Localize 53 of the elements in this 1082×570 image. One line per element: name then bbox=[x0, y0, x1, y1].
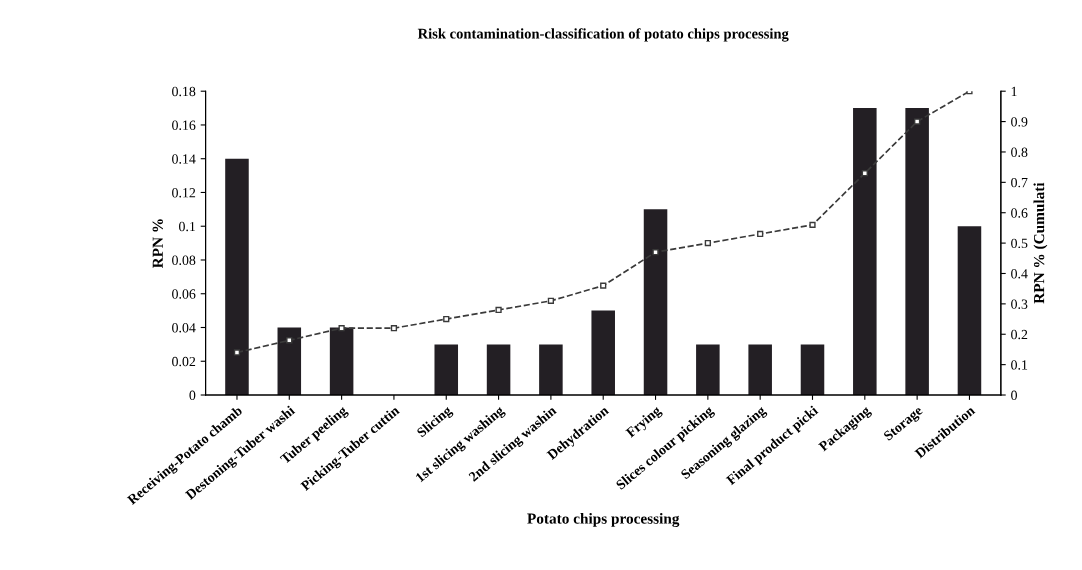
bar bbox=[486, 344, 511, 396]
y-tick-label: 0.18 bbox=[172, 86, 196, 97]
y2-tick-label: 0.8 bbox=[1011, 147, 1028, 157]
bar bbox=[277, 327, 302, 396]
y-tick-label: 0.12 bbox=[172, 188, 196, 198]
bar bbox=[853, 108, 877, 396]
y-tick-label: 0.14 bbox=[172, 154, 196, 164]
y2-axis-title: RPN % (Cumulati bbox=[1033, 182, 1048, 304]
bar bbox=[957, 226, 982, 396]
y-tick-label: 0.08 bbox=[172, 255, 196, 265]
point bbox=[233, 349, 241, 356]
y2-tick-label: 0.5 bbox=[1011, 238, 1028, 249]
y2-tick-label: 0.7 bbox=[1011, 177, 1028, 188]
point bbox=[652, 249, 659, 256]
bar bbox=[434, 344, 459, 396]
bar bbox=[748, 344, 772, 396]
bar bbox=[696, 344, 720, 396]
point bbox=[338, 325, 345, 332]
y-tick-label: 0.16 bbox=[172, 120, 196, 130]
point bbox=[861, 170, 868, 177]
point bbox=[495, 306, 502, 314]
point bbox=[286, 337, 293, 344]
point bbox=[390, 325, 398, 332]
point bbox=[704, 239, 711, 247]
point bbox=[914, 118, 921, 125]
y-tick-label: 0.04 bbox=[172, 323, 196, 333]
y2-tick-label: 0.3 bbox=[1011, 299, 1028, 309]
y-axis-title: RPN % bbox=[152, 219, 163, 269]
y2-tick-label: 0 bbox=[1011, 390, 1017, 400]
point bbox=[443, 315, 450, 323]
y2-tick-label: 1 bbox=[1011, 86, 1017, 97]
point bbox=[809, 221, 816, 229]
point bbox=[757, 230, 764, 238]
y2-tick-label: 0.1 bbox=[1011, 360, 1028, 370]
bar bbox=[539, 344, 563, 396]
x-axis-title: Potato chips processing bbox=[527, 513, 680, 527]
bar bbox=[591, 310, 615, 396]
point bbox=[547, 297, 555, 304]
y-tick-label: 0.02 bbox=[172, 356, 196, 367]
bar bbox=[225, 158, 249, 396]
y-tick-label: 0.06 bbox=[172, 289, 196, 299]
y2-tick-label: 0.4 bbox=[1011, 269, 1028, 279]
bar bbox=[800, 344, 825, 396]
y2-tick-label: 0.9 bbox=[1011, 117, 1028, 127]
y-tick-label: 0.1 bbox=[179, 221, 196, 232]
point bbox=[600, 282, 607, 289]
y2-tick-label: 0.6 bbox=[1011, 208, 1028, 218]
y-tick-label: 0 bbox=[189, 390, 196, 400]
bar bbox=[643, 209, 668, 396]
bar bbox=[905, 108, 929, 396]
bar bbox=[329, 327, 354, 396]
chart-title: Risk contamination-classification of potato chips processing bbox=[417, 28, 789, 42]
y2-tick-label: 0.2 bbox=[1011, 329, 1028, 340]
